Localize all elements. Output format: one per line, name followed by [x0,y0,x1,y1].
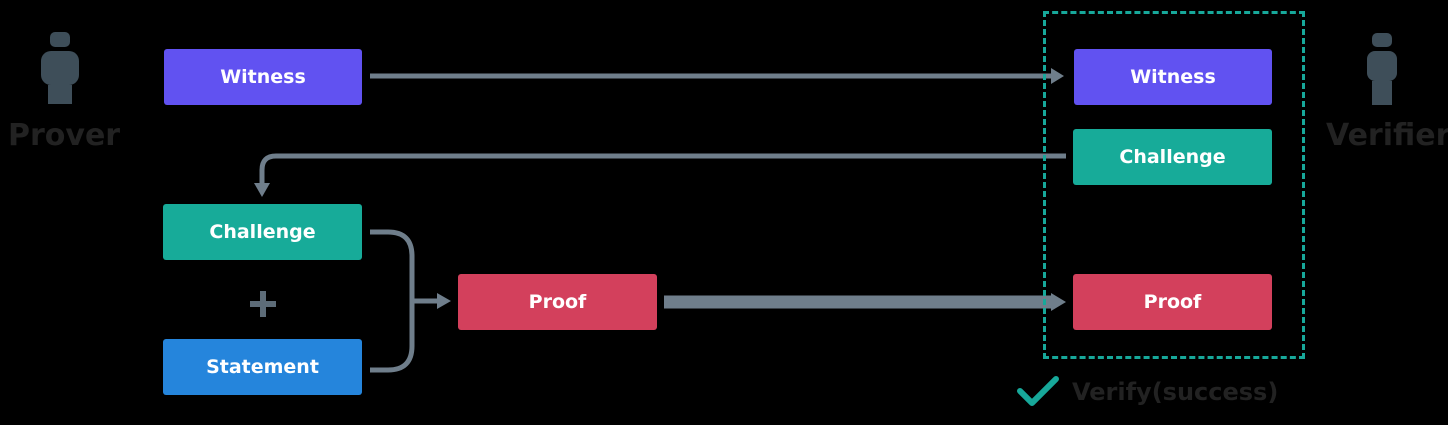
challenge-return-arrow [254,153,1066,197]
verify-result-label: Verify(success) [1072,378,1279,406]
prover-witness-box: Witness [164,49,362,105]
witness-arrow [370,68,1064,84]
combine-bracket [370,229,451,373]
verifier-proof-box: Proof [1073,274,1272,330]
proof-arrow [664,293,1066,311]
verifier-person-icon [1367,33,1397,105]
verifier-frame [1043,11,1305,359]
prover-person-icon [41,32,79,104]
verifier-witness-box: Witness [1074,49,1272,105]
check-icon [1017,376,1059,406]
plus-symbol [250,291,276,317]
prover-label: Prover [8,118,121,153]
verifier-challenge-box: Challenge [1073,129,1272,185]
prover-challenge-box: Challenge [163,204,362,260]
prover-proof-box: Proof [458,274,657,330]
prover-statement-box: Statement [163,339,362,395]
verifier-label: Verifier [1326,118,1448,153]
